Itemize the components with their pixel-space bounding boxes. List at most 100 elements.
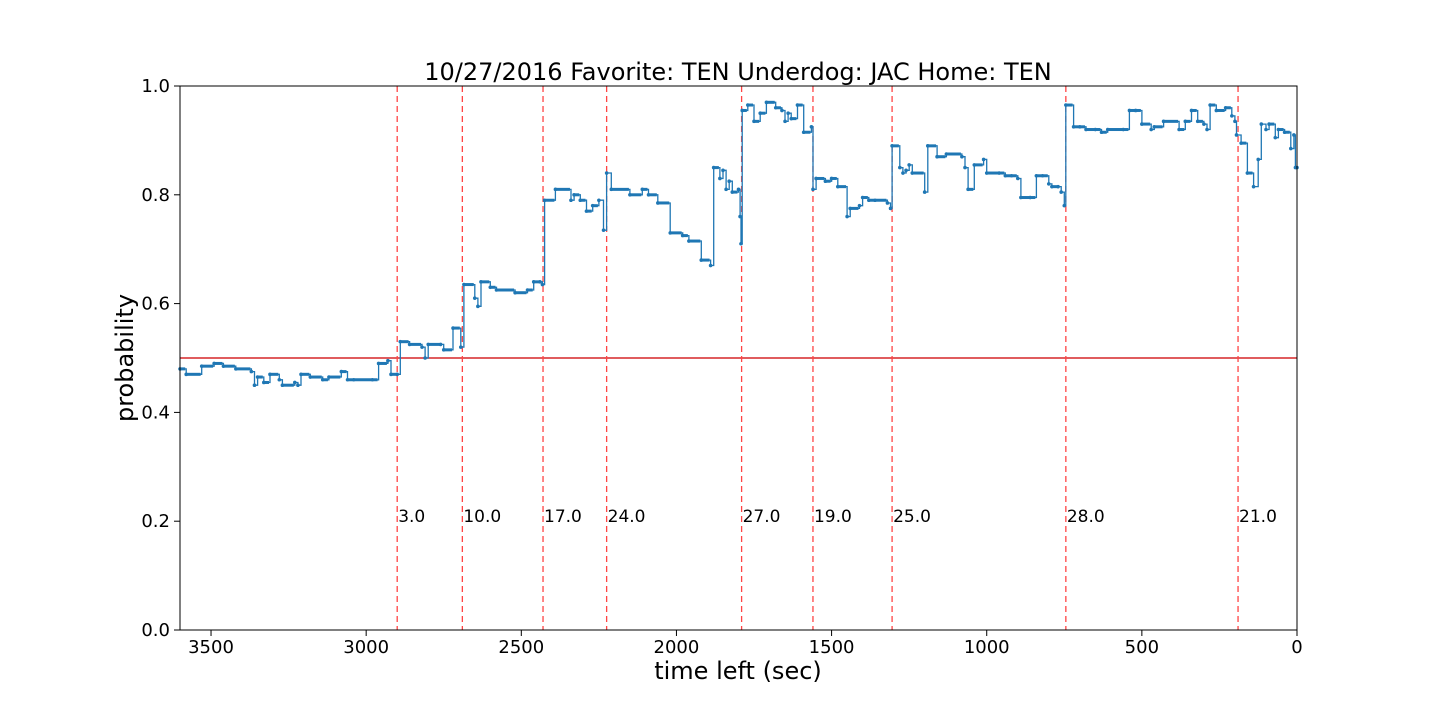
series-point: [1264, 127, 1268, 132]
series-point: [1133, 108, 1138, 113]
series-point: [569, 198, 573, 203]
x-tick-label: 2000: [654, 637, 700, 658]
series-point: [922, 190, 927, 194]
series-point: [1056, 184, 1060, 189]
series-point: [1223, 105, 1228, 110]
plot-frame: [179, 85, 1298, 631]
series-point: [857, 203, 862, 208]
series-point: [479, 280, 483, 284]
series-point: [780, 108, 784, 113]
series-point: [1040, 173, 1045, 178]
series-point: [738, 214, 742, 219]
series-point: [640, 187, 645, 192]
series-point: [801, 130, 806, 135]
series-point: [1019, 195, 1023, 200]
series-point: [1208, 103, 1212, 107]
series-point: [462, 282, 466, 287]
series-point: [604, 171, 609, 175]
chart-title: 10/27/2016 Favorite: TEN Underdog: JAC H…: [424, 58, 1051, 86]
x-tick-label: 0: [1291, 637, 1302, 658]
event-label: 21.0: [1239, 507, 1277, 527]
x-tick-label: 1500: [809, 637, 855, 658]
series-point: [584, 209, 589, 213]
series-point: [389, 372, 393, 377]
series-point: [814, 176, 818, 181]
series-point: [1202, 122, 1206, 126]
x-tick-label: 1000: [964, 637, 1010, 658]
series-point: [296, 383, 300, 388]
series-point: [628, 193, 632, 197]
series-point: [1140, 122, 1144, 126]
series-point: [997, 171, 1001, 175]
series-point: [885, 201, 890, 205]
series-point: [1121, 127, 1126, 132]
series-point: [708, 263, 713, 268]
series-point: [525, 288, 530, 292]
series-point: [963, 165, 967, 170]
series-point: [680, 233, 685, 238]
x-tick-label: 2500: [498, 637, 544, 658]
series-point: [538, 280, 542, 284]
x-tick-label: 3000: [343, 637, 389, 658]
x-axis-label: time left (sec): [654, 657, 822, 685]
series-point: [1245, 171, 1250, 175]
series-point: [944, 152, 949, 156]
series-point: [327, 375, 331, 379]
series-point: [277, 377, 282, 382]
series-point: [1127, 108, 1132, 113]
series-point: [1183, 119, 1188, 124]
series-point: [1084, 127, 1088, 132]
series-point: [280, 383, 285, 388]
series-layer: [178, 100, 1299, 388]
x-tick-label: 3500: [188, 637, 234, 658]
series-point: [736, 187, 741, 192]
series-point: [601, 228, 606, 232]
series-point: [1093, 127, 1098, 132]
series-point: [904, 168, 908, 173]
y-tick-label: 0.6: [141, 294, 170, 315]
event-label: 25.0: [893, 507, 931, 527]
series-point: [376, 361, 381, 366]
series-point: [293, 380, 297, 385]
series-point: [1050, 184, 1054, 189]
series-point: [494, 288, 499, 292]
series-point: [960, 154, 964, 159]
series-point: [386, 358, 390, 363]
series-point: [1239, 141, 1243, 145]
series-point: [1009, 173, 1014, 178]
series-point: [1071, 125, 1076, 129]
series-point: [773, 105, 778, 110]
series-point: [1105, 127, 1110, 132]
series-point: [407, 342, 412, 347]
series-point: [1078, 125, 1082, 129]
series-point: [459, 345, 463, 349]
event-label: 24.0: [608, 507, 646, 527]
series-point: [1028, 195, 1032, 200]
series-point: [860, 195, 865, 200]
series-point: [835, 184, 840, 189]
series-point: [901, 171, 905, 175]
series-point: [1152, 125, 1157, 129]
series-point: [845, 214, 849, 219]
series-point: [1034, 173, 1039, 178]
series-point: [1292, 133, 1296, 137]
series-point: [1233, 119, 1237, 124]
series-point: [1195, 119, 1200, 124]
series-point: [590, 203, 595, 208]
event-label: 27.0: [743, 507, 781, 527]
series-point: [212, 361, 216, 366]
series-line: [180, 101, 1297, 386]
series-point: [898, 165, 902, 170]
y-tick-label: 0.0: [141, 620, 170, 641]
series-point: [739, 241, 743, 246]
series-point: [668, 231, 673, 235]
series-point: [540, 282, 545, 287]
series-point: [609, 187, 614, 192]
series-point: [786, 111, 790, 115]
event-label: 28.0: [1067, 507, 1105, 527]
series-point: [426, 342, 431, 347]
series-point: [441, 348, 446, 352]
series-point: [1251, 184, 1256, 189]
series-point: [783, 119, 787, 124]
